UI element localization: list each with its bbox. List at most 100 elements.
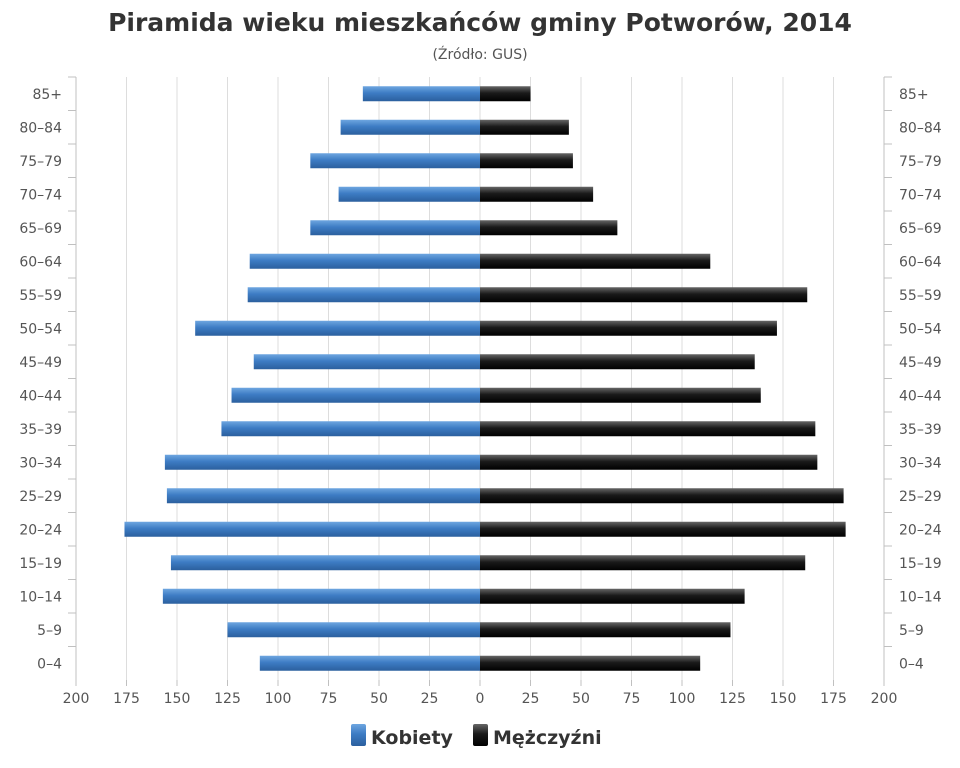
chart-subtitle: (Źródło: GUS)	[432, 45, 527, 63]
category-label-right: 60–64	[899, 254, 942, 270]
x-tick-label: 50	[370, 691, 388, 707]
bar-mezczyzni-0	[480, 86, 531, 102]
category-label-right: 35–39	[899, 422, 942, 438]
bar-kobiety-13	[124, 521, 480, 537]
legend-label-kobiety[interactable]: Kobiety	[371, 727, 454, 749]
category-label-left: 10–14	[19, 589, 62, 605]
x-tick-label: 75	[623, 691, 641, 707]
category-label-left: 60–64	[19, 254, 62, 270]
x-tick-label: 150	[770, 691, 797, 707]
bar-mezczyzni-12	[480, 488, 844, 504]
category-label-right: 85+	[899, 87, 929, 103]
bar-kobiety-5	[249, 253, 480, 269]
legend-label-mezczyzni[interactable]: Mężczyźni	[493, 727, 602, 749]
x-tick-label: 125	[214, 691, 241, 707]
category-label-left: 40–44	[19, 388, 62, 404]
x-tick-label: 100	[669, 691, 696, 707]
x-tick-label: 200	[63, 691, 90, 707]
category-label-right: 55–59	[899, 288, 942, 304]
category-label-right: 65–69	[899, 221, 942, 237]
category-label-left: 45–49	[19, 355, 62, 371]
bar-mezczyzni-13	[480, 521, 846, 537]
category-label-right: 70–74	[899, 187, 942, 203]
category-label-left: 15–19	[19, 556, 62, 572]
category-label-right: 50–54	[899, 321, 942, 337]
chart-title: Piramida wieku mieszkańców gminy Potworó…	[108, 8, 852, 37]
bar-kobiety-15	[162, 588, 481, 604]
bar-kobiety-7	[195, 320, 480, 336]
category-label-left: 80–84	[19, 120, 62, 136]
category-labels: 85+ 85+ 80–84 80–84 75–79 75–79 70–74 70–74 65–6…	[19, 87, 941, 673]
bar-mezczyzni-7	[480, 320, 777, 336]
x-tick-label: 200	[871, 691, 898, 707]
x-tick-label: 0	[476, 691, 485, 707]
category-label-left: 5–9	[37, 623, 62, 639]
x-tick-label: 125	[719, 691, 746, 707]
category-label-left: 0–4	[37, 656, 62, 672]
x-tick-label: 25	[421, 691, 439, 707]
legend-swatch-mezczyzni	[473, 724, 488, 746]
category-label-right: 30–34	[899, 455, 942, 471]
gridlines	[68, 76, 892, 686]
bar-kobiety-1	[340, 119, 480, 135]
bar-kobiety-14	[170, 555, 480, 571]
bar-mezczyzni-17	[480, 655, 701, 671]
bar-kobiety-11	[164, 454, 480, 470]
category-label-left: 70–74	[19, 187, 62, 203]
category-label-left: 35–39	[19, 422, 62, 438]
x-tick-label: 175	[820, 691, 847, 707]
bar-kobiety-0	[362, 86, 480, 102]
category-label-right: 10–14	[899, 589, 942, 605]
category-label-right: 5–9	[899, 623, 924, 639]
bar-mezczyzni-4	[480, 220, 618, 236]
bar-mezczyzni-8	[480, 354, 755, 370]
bar-mezczyzni-16	[480, 622, 731, 638]
category-label-left: 50–54	[19, 321, 62, 337]
bar-mezczyzni-15	[480, 588, 745, 604]
bar-kobiety-8	[253, 354, 480, 370]
category-label-right: 45–49	[899, 355, 942, 371]
bar-mezczyzni-1	[480, 119, 569, 135]
bar-mezczyzni-9	[480, 387, 761, 403]
bar-kobiety-10	[221, 421, 480, 437]
category-label-left: 65–69	[19, 221, 62, 237]
category-label-right: 0–4	[899, 656, 924, 672]
x-axis-tick-labels: 200 175 150 125 100 75 50 25 0 25 50 75 100 125 150 175…	[63, 691, 898, 707]
category-label-left: 20–24	[19, 522, 62, 538]
bars-group	[124, 86, 846, 671]
bar-mezczyzni-2	[480, 153, 573, 169]
category-label-right: 80–84	[899, 120, 942, 136]
bar-kobiety-17	[259, 655, 480, 671]
x-tick-label: 100	[265, 691, 292, 707]
bar-kobiety-12	[166, 488, 480, 504]
bar-mezczyzni-11	[480, 454, 818, 470]
x-tick-label: 75	[320, 691, 338, 707]
category-label-right: 40–44	[899, 388, 942, 404]
bar-mezczyzni-5	[480, 253, 711, 269]
category-label-right: 20–24	[899, 522, 942, 538]
bar-kobiety-4	[310, 220, 480, 236]
category-label-right: 15–19	[899, 556, 942, 572]
category-label-left: 30–34	[19, 455, 62, 471]
category-label-right: 75–79	[899, 154, 942, 170]
bar-kobiety-2	[310, 153, 480, 169]
bar-kobiety-16	[227, 622, 480, 638]
x-tick-label: 150	[164, 691, 191, 707]
legend: Kobiety Mężczyźni	[351, 724, 602, 749]
bar-mezczyzni-3	[480, 186, 594, 202]
x-tick-label: 50	[572, 691, 590, 707]
bar-mezczyzni-14	[480, 555, 806, 571]
category-label-right: 25–29	[899, 489, 942, 505]
bar-kobiety-6	[247, 287, 480, 303]
category-label-left: 85+	[32, 87, 62, 103]
bar-mezczyzni-6	[480, 287, 808, 303]
bar-mezczyzni-10	[480, 421, 816, 437]
legend-swatch-kobiety	[351, 724, 366, 746]
category-label-left: 55–59	[19, 288, 62, 304]
x-tick-label: 25	[522, 691, 540, 707]
x-tick-label: 175	[113, 691, 140, 707]
bar-kobiety-9	[231, 387, 480, 403]
category-label-left: 25–29	[19, 489, 62, 505]
bar-kobiety-3	[338, 186, 480, 202]
